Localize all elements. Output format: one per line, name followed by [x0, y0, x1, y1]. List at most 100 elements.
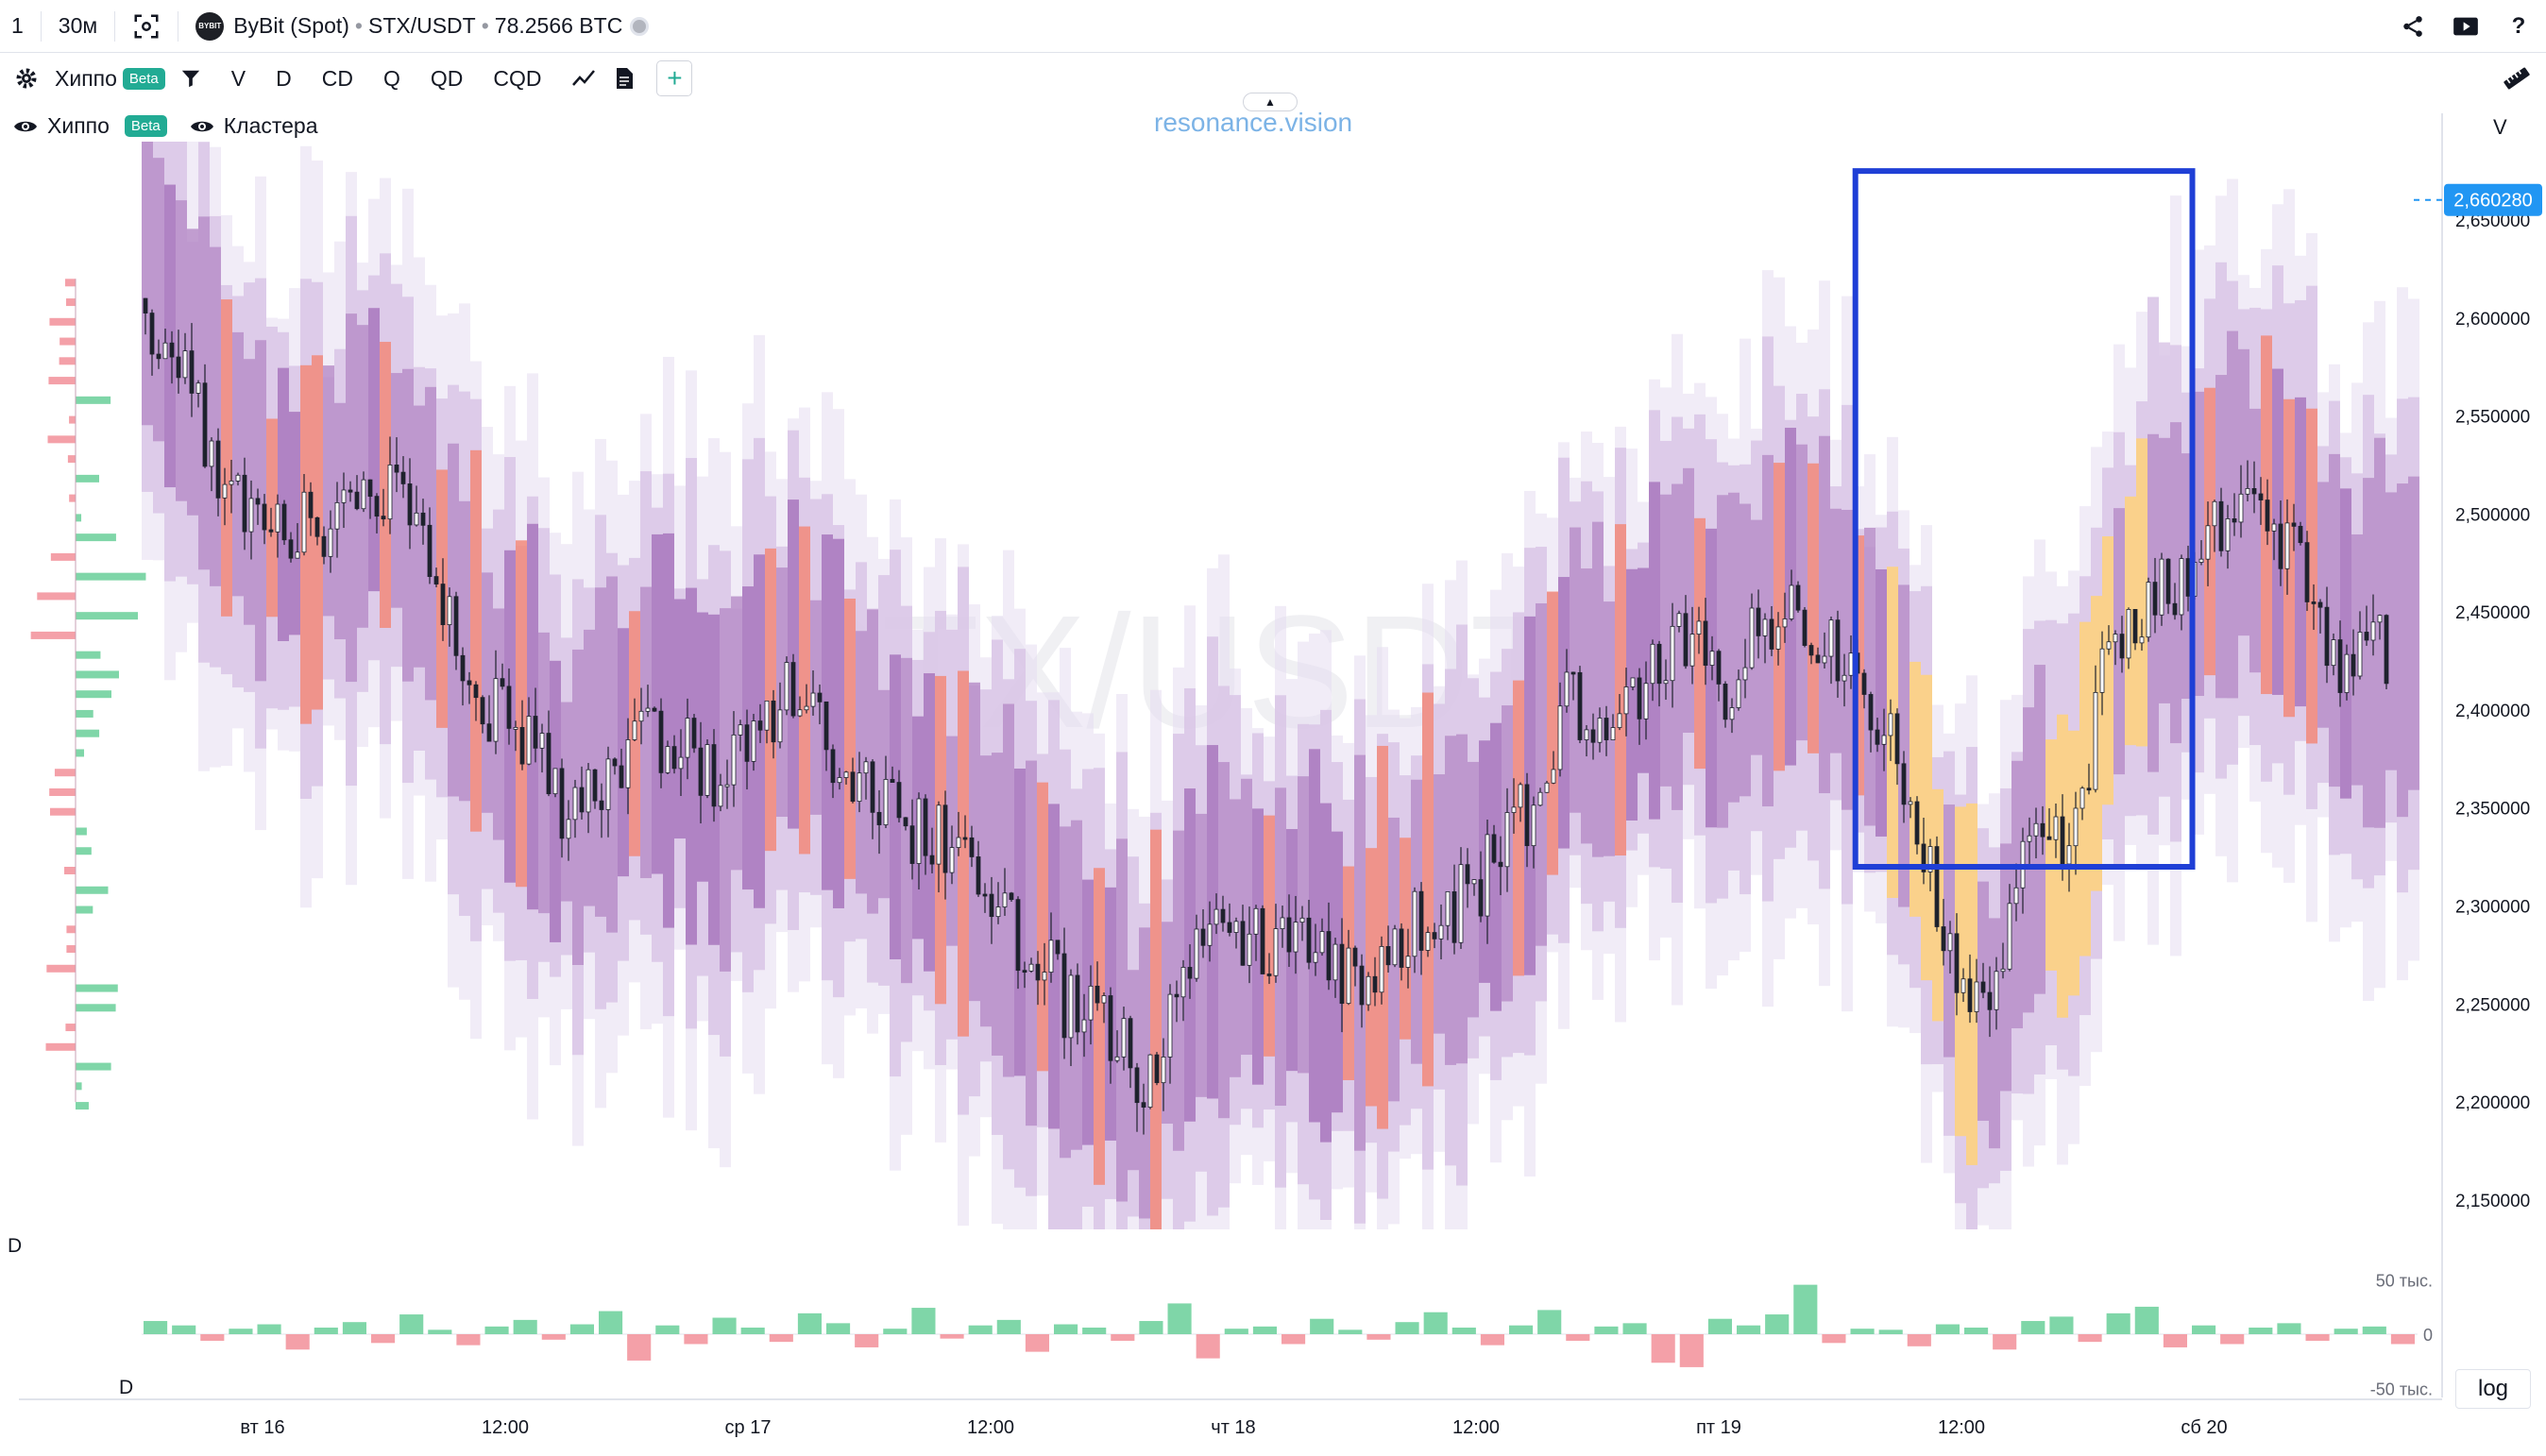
legend-clusters[interactable]: Кластера — [190, 113, 318, 139]
price-tick-label: 2,250000 — [2455, 995, 2530, 1015]
heatmap-cell — [1468, 761, 1479, 1018]
candle-body — [255, 498, 261, 505]
eye-icon[interactable] — [13, 118, 38, 135]
delta-bar — [2049, 1316, 2074, 1334]
chevron-up-icon: ▲ — [1265, 95, 1276, 109]
heatmap-cell — [890, 654, 901, 959]
profile-bar-buy — [76, 1082, 82, 1091]
divider — [114, 10, 116, 42]
heatmap-cell — [538, 632, 550, 914]
symbol-selector[interactable]: BYBIT ByBit (Spot) • STX/USDT • 78.2566 … — [184, 0, 660, 53]
eye-icon[interactable] — [190, 118, 214, 135]
candle-body — [870, 761, 875, 813]
heatmap-cell — [1626, 568, 1638, 821]
heatmap-cell — [1037, 782, 1048, 1072]
legend-hippo[interactable]: Хиппо Beta — [13, 113, 167, 139]
heatmap-cell — [1230, 799, 1241, 1077]
heatmap-cell — [1989, 918, 2000, 1149]
candle-body — [242, 474, 247, 533]
scale-mode-label[interactable]: V — [2493, 115, 2507, 139]
mode-button-q[interactable]: Q — [368, 53, 416, 104]
heatmap-cell — [232, 331, 244, 597]
candle-body — [1544, 782, 1550, 793]
heatmap-cell — [1808, 463, 1819, 753]
candle-body — [2357, 632, 2363, 677]
profile-bar-buy — [76, 651, 101, 659]
notes-button[interactable] — [611, 53, 649, 104]
layout-selector[interactable]: 1 — [0, 0, 35, 53]
delta-bar — [229, 1329, 253, 1334]
help-button[interactable]: ? — [2503, 10, 2535, 42]
heatmap-cell — [1717, 495, 1728, 828]
add-indicator-button[interactable]: + — [656, 60, 693, 96]
profile-bar-buy — [76, 396, 111, 404]
candle-body — [1729, 707, 1735, 720]
heatmap-cell — [2295, 397, 2306, 707]
heatmap-cell — [221, 299, 232, 617]
delta-bar — [940, 1334, 964, 1339]
candle-body — [1908, 801, 1913, 805]
heatmap-cell — [1377, 745, 1388, 1129]
settings-button[interactable] — [0, 53, 53, 104]
candle-body — [1095, 985, 1100, 1004]
legend-hippo-label: Хиппо — [47, 113, 110, 138]
heatmap-cell — [674, 599, 686, 839]
candle-body — [1081, 1019, 1087, 1033]
candle-body — [195, 382, 201, 394]
candle-body — [407, 483, 413, 526]
heatmap-cell — [1977, 881, 1989, 1121]
heatmap-cell — [2045, 739, 2057, 971]
mode-button-v[interactable]: V — [216, 53, 261, 104]
candle-body — [810, 692, 816, 707]
mode-button-cd[interactable]: CD — [307, 53, 368, 104]
log-scale-button[interactable]: log — [2455, 1369, 2531, 1409]
current-price-tag — [2444, 183, 2542, 216]
candle-body — [143, 297, 148, 313]
candle-body — [1227, 922, 1232, 933]
candle-body — [1676, 613, 1682, 627]
mode-button-cqd[interactable]: CQD — [478, 53, 556, 104]
heatmap-cell — [572, 649, 584, 966]
screenshot-icon — [134, 14, 159, 38]
candle-body — [2205, 525, 2211, 560]
delta-bar — [712, 1317, 737, 1334]
interval-selector[interactable]: 30м — [47, 0, 109, 53]
heatmap-cell — [1400, 838, 1411, 1040]
share-button[interactable] — [2397, 10, 2429, 42]
heatmap-cell — [980, 755, 992, 1027]
candle-body — [764, 700, 770, 731]
candle-body — [1359, 965, 1365, 1006]
candle-body — [2033, 822, 2039, 837]
candle-body — [1438, 924, 1444, 940]
profile-bar-buy — [76, 670, 119, 679]
candle-body — [1425, 932, 1431, 951]
candle-body — [1894, 713, 1900, 765]
indicator-hippo[interactable]: Хиппо Beta — [53, 53, 180, 104]
screenshot-button[interactable] — [121, 0, 172, 53]
candle-body — [1875, 729, 1880, 745]
candle-body — [1042, 972, 1047, 981]
candle-body — [1868, 694, 1874, 731]
divider — [40, 10, 42, 42]
ruler-button[interactable] — [2503, 64, 2531, 97]
heatmap-cell — [346, 313, 357, 683]
candle-body — [1709, 651, 1715, 666]
mode-button-d[interactable]: D — [261, 53, 307, 104]
candle-body — [526, 716, 532, 765]
video-button[interactable] — [2450, 10, 2482, 42]
filter-button[interactable] — [180, 53, 216, 104]
heatmap-cell — [2102, 536, 2113, 805]
collapse-toolbar-button[interactable]: ▲ — [1243, 93, 1298, 111]
trend-button[interactable] — [556, 53, 611, 104]
candle-body — [1623, 686, 1629, 715]
candle-body — [1128, 1018, 1133, 1069]
mode-button-qd[interactable]: QD — [416, 53, 479, 104]
candle-body — [281, 503, 287, 541]
heatmap-cell — [244, 359, 255, 625]
candle-body — [1960, 978, 1966, 993]
heatmap-cell — [606, 576, 618, 933]
delta-bar — [1964, 1328, 1989, 1334]
profile-bar-sell — [49, 317, 76, 326]
candle-body — [1881, 735, 1887, 745]
